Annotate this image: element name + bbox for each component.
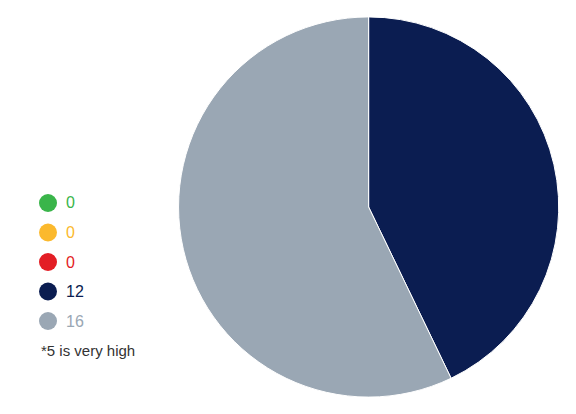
svg-text:*5 is very high: *5 is very high bbox=[41, 342, 135, 359]
svg-text:12: 12 bbox=[66, 283, 84, 300]
svg-text:0: 0 bbox=[66, 194, 75, 211]
svg-text:0: 0 bbox=[66, 224, 75, 241]
svg-text:0: 0 bbox=[66, 254, 75, 271]
svg-text:16: 16 bbox=[66, 313, 84, 330]
